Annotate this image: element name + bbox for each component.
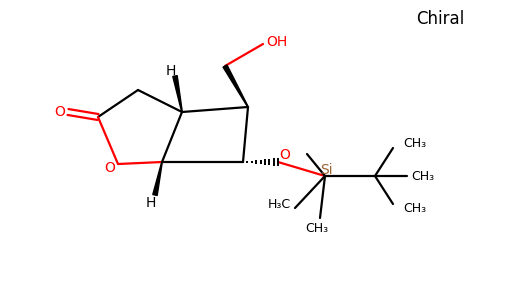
Text: H₃C: H₃C: [267, 197, 291, 210]
Text: Chiral: Chiral: [416, 10, 464, 28]
Polygon shape: [223, 65, 248, 107]
Text: OH: OH: [266, 35, 288, 49]
Text: Si: Si: [319, 163, 332, 177]
Text: CH₃: CH₃: [306, 222, 329, 235]
Text: O: O: [280, 148, 290, 162]
Polygon shape: [153, 162, 162, 195]
Text: H: H: [146, 196, 156, 210]
Text: CH₃: CH₃: [403, 202, 426, 216]
Text: CH₃: CH₃: [403, 137, 426, 149]
Text: CH₃: CH₃: [412, 170, 435, 183]
Text: O: O: [55, 105, 66, 119]
Text: O: O: [104, 161, 115, 175]
Text: H: H: [166, 64, 176, 78]
Polygon shape: [173, 76, 182, 112]
